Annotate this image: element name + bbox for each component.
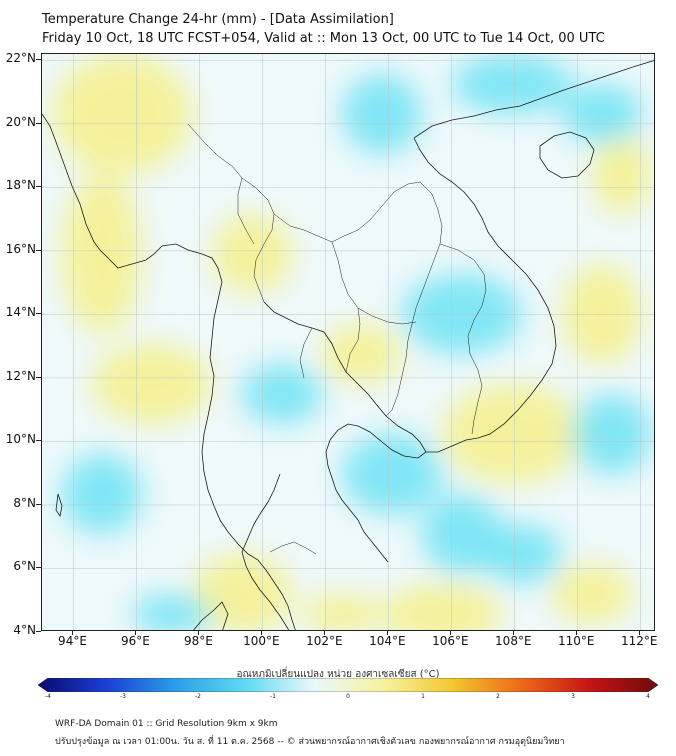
warm-anomaly <box>552 564 632 624</box>
latitude-tick <box>36 59 41 61</box>
colorbar-title: อุณหภูมิเปลี่ยนแปลง หน่วย องศาเซลเซียส (… <box>236 669 440 680</box>
footer-update-info: ปรับปรุงข้อมูล ณ เวลา 01:00น. วัน ส. ที่… <box>55 737 565 747</box>
warm-anomaly <box>212 214 292 294</box>
warm-anomaly <box>192 554 292 630</box>
latitude-label: 16°N <box>5 241 36 256</box>
colorbar <box>38 678 658 692</box>
colorbar-tick-label: -1 <box>270 693 276 700</box>
longitude-label: 94°E <box>58 634 87 648</box>
colorbar-tick-label: 0 <box>346 693 350 700</box>
latitude-tick <box>36 503 41 505</box>
map-subtitle: Friday 10 Oct, 18 UTC FCST+054, Valid at… <box>42 31 605 46</box>
coastline-hainan <box>539 131 595 179</box>
latitude-label: 6°N <box>13 559 36 574</box>
longitude-label: 106°E <box>432 634 469 648</box>
longitude-tick <box>576 631 578 635</box>
longitude-tick <box>324 631 326 635</box>
warm-anomaly <box>302 594 382 630</box>
latitude-label: 10°N <box>5 432 36 447</box>
latitude-tick <box>36 376 41 378</box>
latitude-label: 14°N <box>5 305 36 320</box>
longitude-label: 102°E <box>306 634 343 648</box>
longitude-label: 112°E <box>621 634 658 648</box>
map-panel <box>41 53 655 631</box>
warm-anomaly <box>92 344 212 424</box>
cool-anomaly <box>402 274 522 354</box>
temperature-change-map <box>42 54 654 630</box>
colorbar-tick-label: 2 <box>496 693 500 700</box>
cool-anomaly <box>62 454 142 534</box>
longitude-tick <box>261 631 263 635</box>
colorbar-tick-label: -2 <box>195 693 201 700</box>
colorbar-tick-label: -3 <box>120 693 126 700</box>
warm-anomaly <box>382 584 502 630</box>
coastline-myanmar-west <box>42 113 223 283</box>
latitude-label: 22°N <box>5 51 36 66</box>
latitude-tick <box>36 249 41 251</box>
latitude-tick <box>36 122 41 124</box>
warm-anomaly <box>562 264 642 364</box>
longitude-label: 98°E <box>183 634 213 648</box>
cool-anomaly <box>482 524 562 584</box>
latitude-label: 18°N <box>5 178 36 193</box>
coastline-andaman <box>55 493 63 518</box>
map-title: Temperature Change 24-hr (mm) - [Data As… <box>42 12 394 27</box>
cool-anomaly <box>132 594 212 630</box>
coastline-myanmar-south <box>201 281 296 630</box>
longitude-tick <box>135 631 137 635</box>
coastline-gulf-of-thailand <box>263 301 427 563</box>
cool-anomaly <box>342 74 422 154</box>
coastline-south-china <box>413 60 654 139</box>
admin-borders <box>187 123 487 555</box>
latitude-tick <box>36 440 41 442</box>
coastline-vietnam <box>413 137 557 453</box>
longitude-tick <box>513 631 515 635</box>
longitude-tick <box>450 631 452 635</box>
colorbar-tick-label: -4 <box>45 693 51 700</box>
temperature-field <box>52 54 652 630</box>
longitude-tick <box>639 631 641 635</box>
coastline-sumatra <box>193 601 229 630</box>
longitude-label: 110°E <box>558 634 595 648</box>
longitude-label: 108°E <box>495 634 532 648</box>
latitude-label: 8°N <box>13 495 36 510</box>
latitude-label: 12°N <box>5 368 36 383</box>
longitude-tick <box>72 631 74 635</box>
warm-anomaly <box>322 324 402 384</box>
warm-anomaly <box>62 174 142 334</box>
latitude-tick <box>36 186 41 188</box>
latitude-label: 20°N <box>5 114 36 129</box>
colorbar-tick-label: 4 <box>646 693 650 700</box>
longitude-tick <box>198 631 200 635</box>
colorbar-tick-label: 1 <box>421 693 425 700</box>
longitude-label: 100°E <box>243 634 280 648</box>
footer-model-info: WRF-DA Domain 01 :: Grid Resolution 9km … <box>55 719 278 729</box>
warm-anomaly <box>442 384 582 484</box>
cool-anomaly <box>342 434 442 514</box>
longitude-label: 96°E <box>121 634 150 648</box>
cool-anomaly <box>452 54 572 114</box>
coastline-malay-peninsula <box>241 473 290 630</box>
latitude-tick <box>36 567 41 569</box>
warm-anomaly <box>592 134 652 214</box>
cool-anomaly <box>572 394 652 474</box>
coastlines <box>42 60 654 630</box>
warm-anomaly <box>52 54 192 174</box>
colorbar-tick-label: 3 <box>571 693 575 700</box>
cool-anomaly <box>242 364 322 424</box>
latitude-tick <box>36 631 41 632</box>
latitude-tick <box>36 313 41 315</box>
longitude-label: 104°E <box>369 634 406 648</box>
latitude-label: 4°N <box>13 623 36 637</box>
lat-lon-grid <box>42 54 654 630</box>
cool-anomaly <box>562 84 642 144</box>
colorbar-ramp <box>38 678 658 692</box>
longitude-tick <box>387 631 389 635</box>
